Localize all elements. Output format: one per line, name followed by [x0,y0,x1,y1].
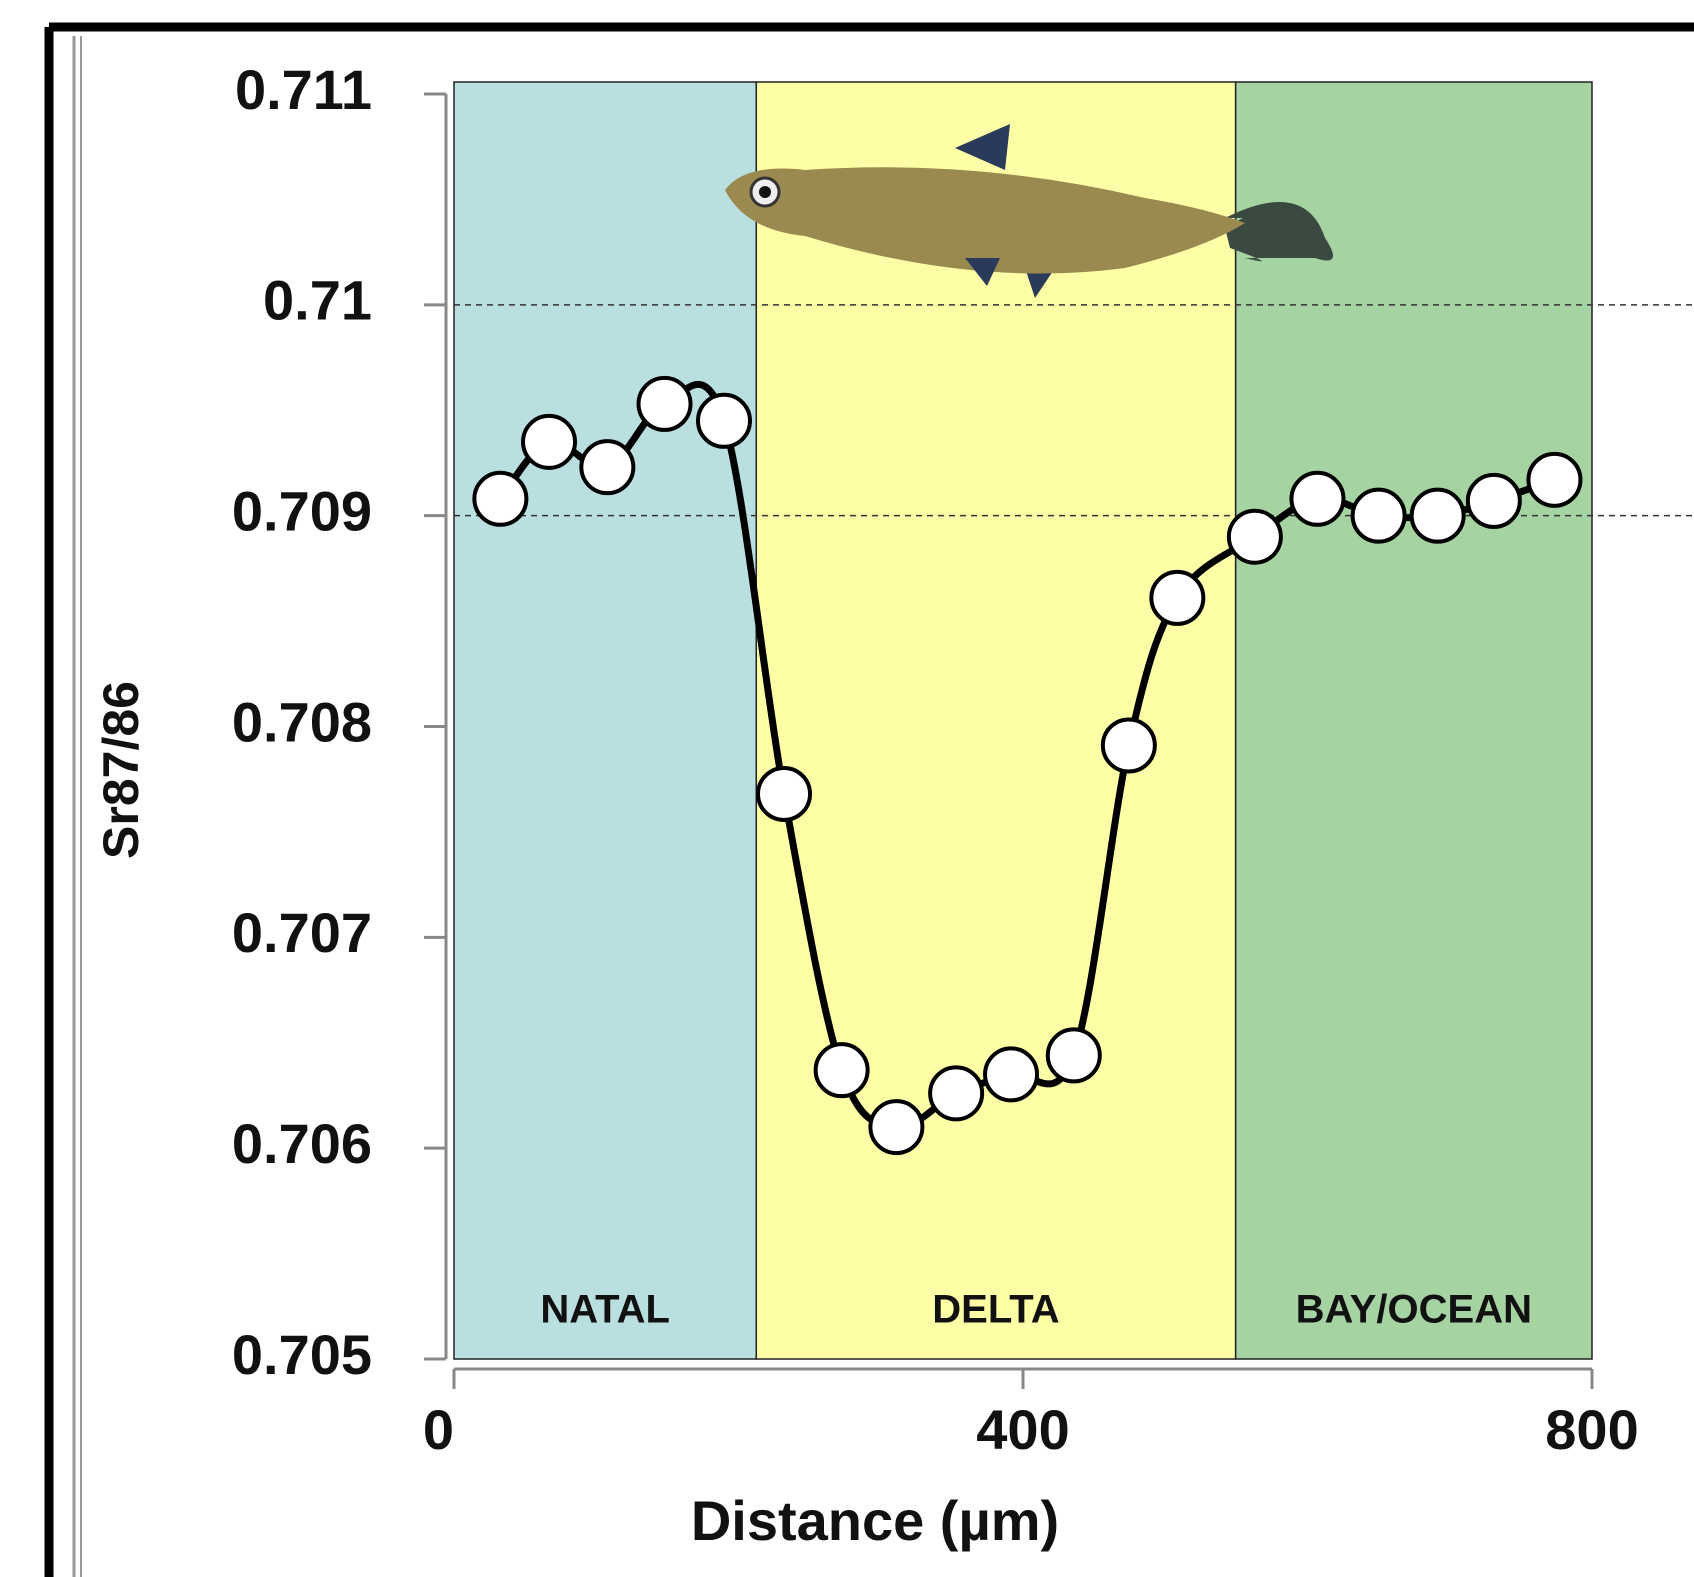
y-tick-label: 0.707 [232,901,372,964]
point [579,439,636,496]
point [1289,470,1346,527]
region-label: NATAL [540,1288,670,1332]
fish-illustration [725,124,1333,298]
region-label: DELTA [932,1288,1059,1332]
point [1409,487,1466,544]
y-tick-label: 0.705 [232,1323,372,1386]
y-tick-label: 0.711 [235,58,372,121]
point [1045,1027,1102,1084]
x-axis-title: Distance (µm) [691,1489,1059,1552]
point [1465,472,1522,529]
y-axis-title: Sr87/86 [93,681,149,859]
point [928,1065,985,1122]
x-tick-label: 400 [976,1398,1069,1461]
y-tick-label: 0.71 [263,269,372,332]
region-label: BAY/OCEAN [1296,1288,1532,1332]
x-tick-label: 0 [423,1398,454,1461]
point [1100,717,1157,774]
point [868,1099,925,1156]
point [756,765,813,822]
y-tick-label: 0.708 [232,690,372,753]
point [983,1046,1040,1103]
region [755,81,1237,1360]
point [1226,508,1283,565]
point [813,1042,870,1099]
x-tick-label: 800 [1545,1398,1638,1461]
point [521,413,578,470]
point [1149,569,1206,626]
point [472,470,529,527]
region [453,81,758,1360]
y-tick-label: 0.709 [232,479,372,542]
y-tick-label: 0.706 [232,1112,372,1175]
point [695,392,752,449]
point [636,375,693,432]
point [1526,451,1583,508]
region [1234,81,1593,1360]
point [1350,487,1407,544]
